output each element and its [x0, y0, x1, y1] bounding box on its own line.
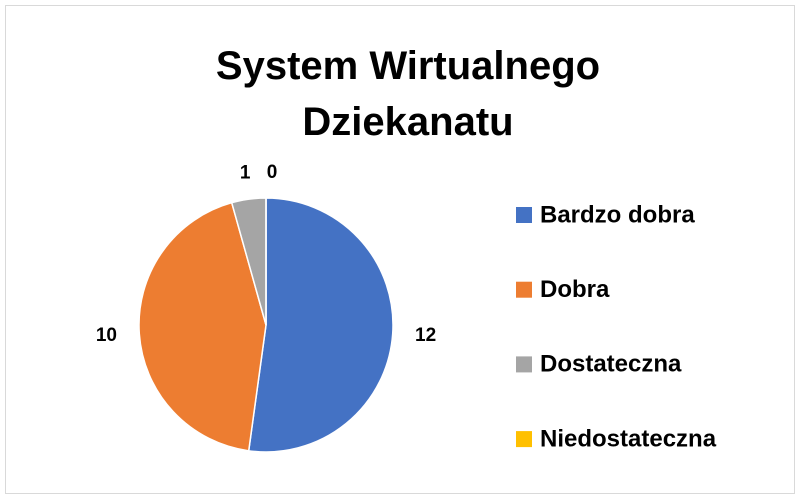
legend-label: Dostateczna — [540, 351, 682, 378]
data-label: 0 — [267, 162, 278, 183]
data-label: 10 — [96, 325, 117, 346]
legend-label: Bardzo dobra — [540, 201, 695, 228]
legend-label: Dobra — [540, 276, 610, 303]
pie-slice — [138, 201, 267, 452]
pie-slice — [247, 197, 394, 453]
legend-swatch — [516, 356, 532, 373]
data-label: 1 — [240, 162, 251, 183]
legend-swatch — [516, 281, 532, 298]
chart-title: System Wirtualnego Dziekanatu — [215, 44, 601, 144]
data-label: 12 — [415, 325, 436, 346]
legend-label: Niedostateczna — [540, 425, 717, 452]
legend-swatch — [516, 207, 532, 223]
chart-frame — [5, 5, 795, 494]
legend-swatch — [516, 431, 532, 448]
